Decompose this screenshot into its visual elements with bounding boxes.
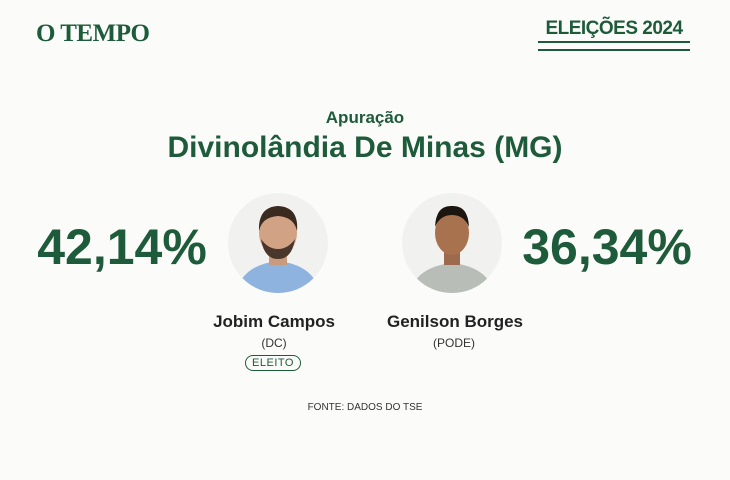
subtitle: Apuração [325, 108, 405, 127]
candidate-name: Genilson Borges [386, 312, 524, 331]
brand-logo: O TEMPO [36, 20, 150, 47]
election-badge: ELEIÇÕES 2024 [538, 18, 690, 52]
candidate-party: (DC) [261, 336, 287, 350]
badge-line [538, 41, 690, 43]
candidate-photo [228, 193, 328, 293]
candidate-name: Jobim Campos [213, 312, 335, 331]
status-badge: ELEITO [245, 355, 301, 371]
title: Divinolândia De Minas (MG) [167, 131, 563, 164]
candidate-party: (PODE) [433, 336, 475, 350]
source-note: FONTE: DADOS DO TSE [307, 402, 423, 413]
badge-text: ELEIÇÕES 2024 [545, 18, 683, 39]
percent: 36,34% [522, 219, 692, 275]
percent: 42,14% [37, 219, 207, 275]
badge-line [538, 49, 690, 51]
candidate-photo [402, 193, 502, 293]
